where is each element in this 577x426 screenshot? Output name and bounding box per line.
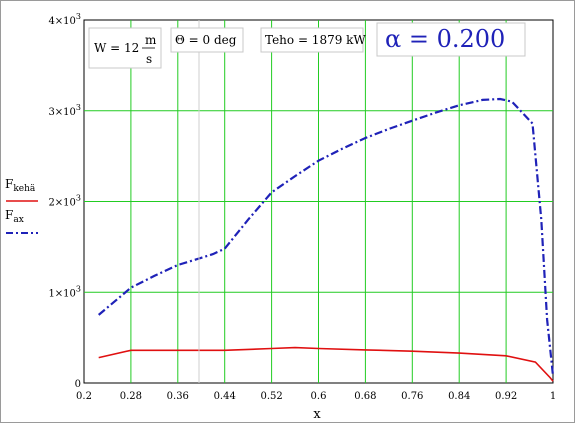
x-tick-label: 0.84 <box>448 391 470 402</box>
x-tick-labels: 0.2 0.28 0.36 0.44 0.52 0.6 0.68 0.76 0.84 0.92 1 <box>76 391 556 402</box>
power-label: Teho = 1879 kW <box>265 33 366 47</box>
legend-label-fkeha: Fkehä <box>5 177 36 194</box>
x-tick-label: 0.76 <box>401 391 423 402</box>
x-tick-label: 0.36 <box>167 391 189 402</box>
x-tick-label: 0.28 <box>120 391 142 402</box>
x-tick-label: 1 <box>550 391 556 402</box>
series-line-keh <box>98 346 554 382</box>
x-tick-label: 0.92 <box>495 391 517 402</box>
wind-speed-unit-den: s <box>146 52 152 66</box>
wind-speed-label: W = 12 <box>94 41 139 55</box>
x-tick-label: 0.44 <box>214 391 236 402</box>
angle-box <box>170 27 244 53</box>
power-box <box>260 27 364 53</box>
y-tick-label: 3×103 <box>48 103 81 118</box>
alpha-label: α = 0.200 <box>385 25 505 53</box>
x-tick-label: 0.6 <box>311 391 327 402</box>
y-tick-label: 2×103 <box>48 194 81 209</box>
series-lines <box>97 97 555 382</box>
y-tick-label: 1×103 <box>48 284 81 299</box>
x-axis-label: x <box>313 407 321 422</box>
x-tick-label: 0.52 <box>260 391 282 402</box>
y-tick-label: 4×103 <box>48 12 81 27</box>
legend-label-fax: Fax <box>5 208 24 225</box>
angle-label: Θ = 0 deg <box>175 33 237 47</box>
x-tick-label: 0.2 <box>76 391 92 402</box>
grid-lines <box>84 20 553 383</box>
alpha-box <box>376 22 526 57</box>
wind-speed-unit-num: m <box>145 33 157 47</box>
y-tick-label: 0 <box>75 379 81 390</box>
y-tick-labels: 0 1×103 2×103 3×103 4×103 <box>48 12 81 390</box>
x-tick-label: 0.68 <box>354 391 376 402</box>
series-line-ax <box>97 97 555 376</box>
legend: Fkehä Fax <box>5 177 38 234</box>
